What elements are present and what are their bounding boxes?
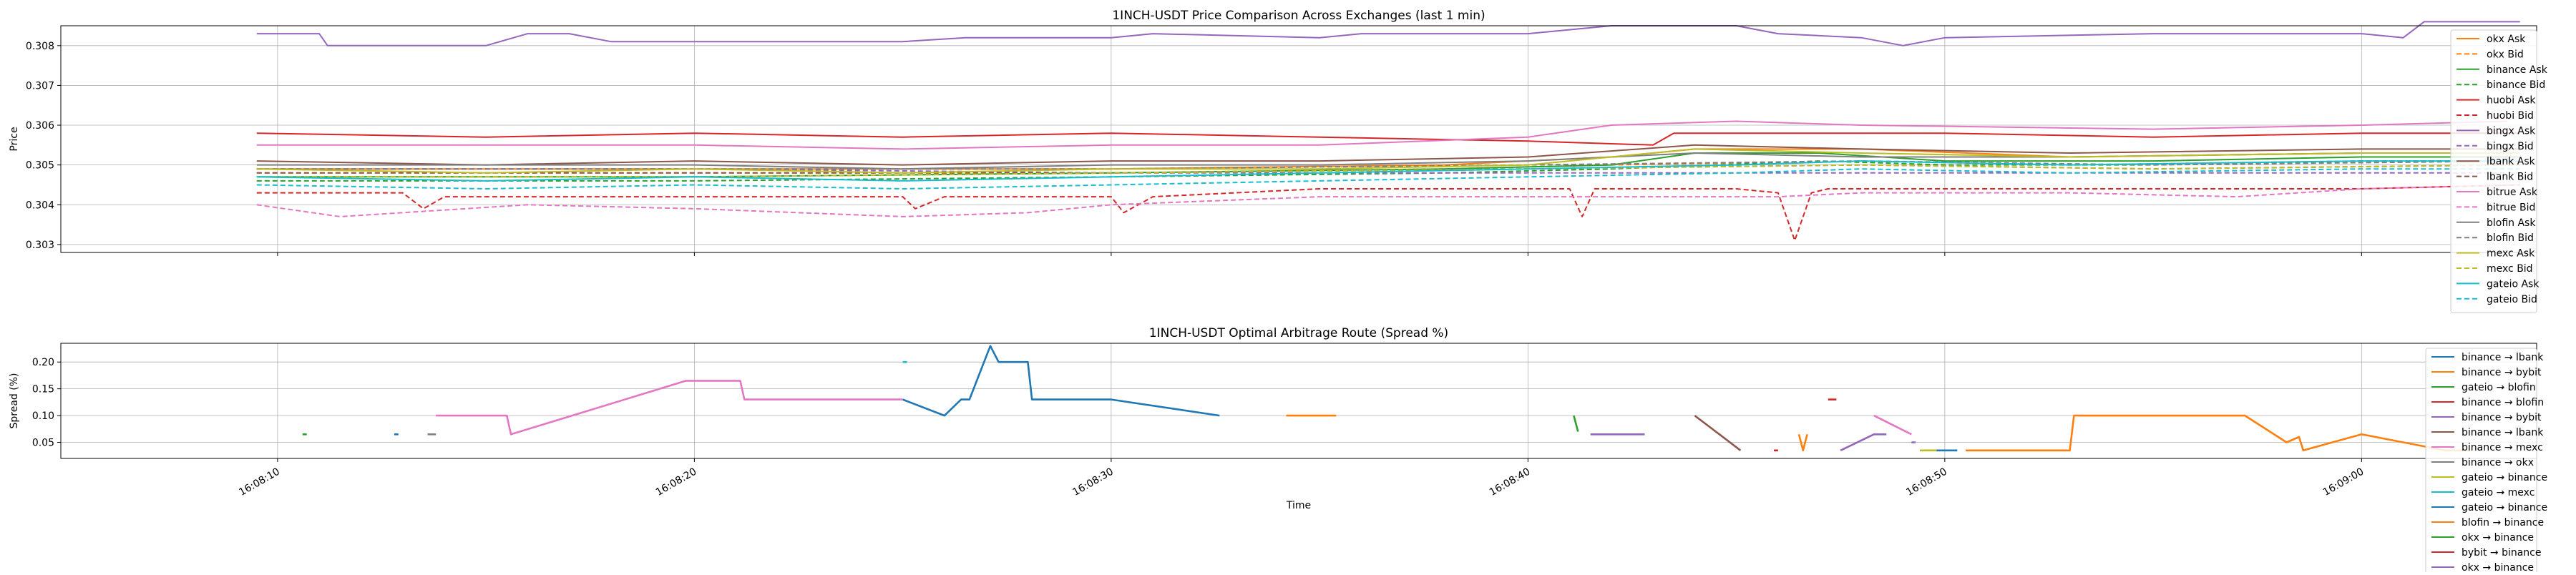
legend-entry: binance → okx bbox=[2462, 457, 2534, 468]
series-line-bitrue-ask bbox=[256, 120, 2508, 150]
spread-y-ticks: 0.05 0.10 0.15 0.20 bbox=[32, 357, 61, 449]
legend-entry: huobi Bid bbox=[2487, 110, 2534, 122]
legend-entry: okx Bid bbox=[2487, 49, 2524, 60]
y-tick-label: 0.308 bbox=[26, 41, 54, 52]
y-tick-label: 0.303 bbox=[26, 240, 54, 251]
legend-entry: okx → binance bbox=[2462, 532, 2534, 544]
legend-entry: binance → bybit bbox=[2462, 367, 2542, 378]
legend-entry: huobi Ask bbox=[2487, 95, 2536, 107]
legend-entry: okx → binance bbox=[2462, 562, 2534, 572]
series-line-gateio-ask bbox=[256, 160, 2520, 182]
price-x-ticks bbox=[277, 252, 2362, 256]
y-tick-label: 0.307 bbox=[26, 80, 54, 92]
legend-entry: bingx Bid bbox=[2487, 141, 2534, 152]
legend-entry: blofin → binance bbox=[2462, 517, 2544, 529]
legend-entry: binance → blofin bbox=[2462, 397, 2544, 408]
route-line bbox=[902, 345, 1220, 417]
price-y-axis-label: Price bbox=[9, 127, 20, 151]
legend-entry: bybit → binance bbox=[2462, 547, 2541, 559]
time-x-axis-label: Time bbox=[1286, 500, 1311, 511]
legend-entry: blofin Ask bbox=[2487, 217, 2536, 229]
series-line-bingx-ask bbox=[256, 21, 2520, 46]
y-tick-label: 0.20 bbox=[32, 357, 54, 368]
price-legend: okx Ask okx Bid binance Ask binance Bid huob… bbox=[2450, 29, 2548, 313]
legend-entry: bitrue Bid bbox=[2487, 202, 2535, 213]
route-line bbox=[1797, 433, 1808, 452]
series-line-huobi-ask bbox=[256, 132, 2520, 146]
legend-entry: lbank Ask bbox=[2487, 156, 2536, 167]
legend-entry: gateio → binance bbox=[2462, 502, 2547, 513]
legend-entry: lbank Bid bbox=[2487, 172, 2533, 183]
route-line bbox=[1966, 414, 2470, 452]
legend-box bbox=[2450, 29, 2537, 313]
series-line-gateio-bid bbox=[256, 168, 2520, 190]
series-line-mexc-ask bbox=[256, 148, 2520, 174]
route-line bbox=[1873, 414, 1912, 436]
route-line bbox=[1694, 415, 1742, 451]
y-tick-label: 0.05 bbox=[32, 438, 54, 449]
price-comparison-chart: 0.303 0.304 0.305 0.306 0.307 0.308 1INCH-USD… bbox=[9, 9, 2548, 313]
legend-entry: binance → lbank bbox=[2462, 427, 2544, 438]
legend-entry: gateio → mexc bbox=[2462, 487, 2534, 498]
series-line-huobi-bid bbox=[256, 184, 2520, 242]
legend-entry: okx Ask bbox=[2487, 34, 2526, 45]
legend-entry: binance → bybit bbox=[2462, 412, 2542, 423]
legend-entry: gateio Ask bbox=[2487, 278, 2540, 290]
route-line bbox=[1840, 433, 1887, 451]
legend-entry: gateio Bid bbox=[2487, 294, 2537, 305]
spread-y-axis-label: Spread (%) bbox=[9, 373, 20, 429]
y-tick-label: 0.304 bbox=[26, 200, 54, 211]
legend-entry: mexc Bid bbox=[2487, 263, 2533, 275]
legend-entry: binance Ask bbox=[2487, 64, 2548, 76]
legend-entry: gateio → blofin bbox=[2462, 382, 2536, 393]
price-series-lines bbox=[256, 21, 2520, 242]
legend-entry: binance → mexc bbox=[2462, 442, 2543, 453]
legend-box bbox=[2425, 348, 2537, 575]
spread-series-lines bbox=[302, 345, 2470, 452]
legend-entry: binance → lbank bbox=[2462, 352, 2544, 363]
arbitrage-spread-chart: 0.050.100.150.20 16:08:10 16:08:20 16:08:3… bbox=[9, 326, 2547, 575]
price-chart-title: 1INCH-USDT Price Comparison Across Excha… bbox=[1112, 9, 1485, 23]
y-tick-label: 0.306 bbox=[26, 120, 54, 132]
legend-entry: blofin Bid bbox=[2487, 232, 2534, 244]
series-line-bitrue-bid bbox=[256, 184, 2520, 217]
legend-entry: bitrue Ask bbox=[2487, 187, 2538, 198]
legend-entry: mexc Ask bbox=[2487, 248, 2535, 260]
y-tick-label: 0.15 bbox=[32, 384, 54, 395]
series-line-lbank-ask bbox=[256, 144, 2520, 166]
y-tick-label: 0.10 bbox=[32, 411, 54, 422]
spread-chart-title: 1INCH-USDT Optimal Arbitrage Route (Spre… bbox=[1149, 326, 1448, 340]
legend-entry: binance Bid bbox=[2487, 79, 2545, 91]
route-line bbox=[436, 380, 903, 436]
legend-entry: gateio → binance bbox=[2462, 472, 2547, 483]
y-tick-label: 0.305 bbox=[26, 160, 54, 172]
price-y-ticks: 0.303 0.304 0.305 0.306 0.307 0.308 bbox=[26, 41, 61, 251]
legend-entry: bingx Ask bbox=[2487, 125, 2536, 137]
route-line bbox=[1573, 415, 1579, 432]
spread-legend: binance → lbank binance → bybit gateio → b… bbox=[2425, 348, 2547, 575]
